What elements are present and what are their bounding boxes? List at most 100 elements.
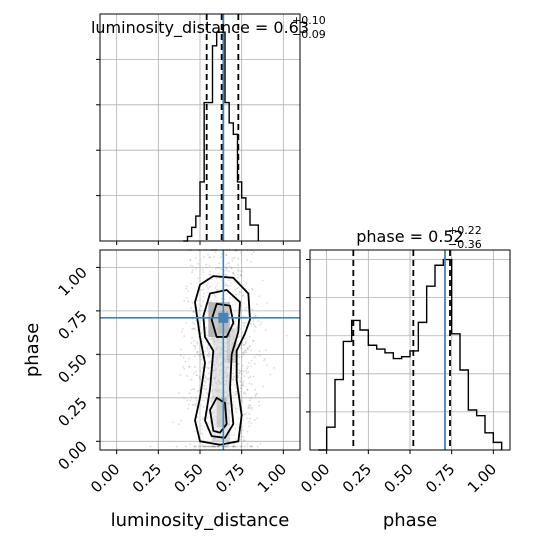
scatter-point [241,295,244,298]
scatter-point [252,323,255,325]
scatter-point [191,388,194,391]
scatter-point [238,291,241,294]
scatter-point [245,351,248,354]
scatter-point [217,266,219,269]
scatter-point [223,284,226,287]
scatter-point [241,384,244,387]
scatter-point [217,445,220,448]
scatter-point [207,352,210,355]
scatter-point [202,405,205,408]
scatter-point [205,263,207,266]
scatter-point [214,445,216,448]
scatter-point [227,440,230,443]
scatter-point [192,404,194,406]
scatter-point [216,429,218,432]
scatter-point [234,394,237,397]
scatter-point [220,268,223,271]
scatter-point [225,293,228,296]
scatter-point [243,308,246,311]
scatter-point [206,416,209,419]
scatter-point [212,445,215,448]
scatter-point [265,364,268,367]
scatter-point [218,389,221,392]
scatter-point [216,375,219,378]
scatter-point [229,284,232,287]
scatter-point [216,439,219,442]
scatter-point [214,286,217,289]
scatter-point [207,287,210,289]
phase-title-sup: +0.22 [448,224,482,237]
scatter-point [203,379,206,382]
scatter-point [227,394,229,397]
scatter-point [235,390,238,393]
scatter-point [232,330,234,333]
y-tick-label: 0.25 [54,394,90,430]
scatter-point [245,282,248,285]
scatter-point [230,267,233,270]
scatter-point [241,425,244,428]
scatter-point [245,372,248,374]
scatter-point [225,380,228,382]
scatter-point [200,352,203,355]
scatter-point [241,373,244,376]
scatter-point [219,364,222,366]
scatter-point [249,445,252,448]
scatter-point [228,366,231,369]
scatter-point [215,369,217,372]
scatter-point [206,346,208,349]
scatter-point [239,291,242,294]
scatter-point [209,270,212,273]
histogram-bin [250,225,254,241]
scatter-point [200,358,203,361]
scatter-point [213,411,216,414]
scatter-point [215,347,218,350]
scatter-point [207,445,210,448]
scatter-point [206,445,209,448]
scatter-point [216,338,219,341]
scatter-point [232,403,235,406]
scatter-point [194,347,197,350]
scatter-point [225,445,228,448]
scatter-point [187,290,190,293]
scatter-point [255,393,257,396]
scatter-point [207,344,209,346]
scatter-point [231,257,234,260]
scatter-point [237,276,239,279]
scatter-point [226,401,229,404]
scatter-point [246,348,249,350]
scatter-point [214,403,216,406]
scatter-point [238,369,241,372]
scatter-point [215,300,218,303]
scatter-point [236,287,239,290]
scatter-point [228,265,231,268]
scatter-point [224,345,226,348]
scatter-point [212,363,215,366]
scatter-point [251,287,254,290]
scatter-point [234,428,237,430]
scatter-point [192,327,195,330]
scatter-point [207,353,210,355]
scatter-point [237,363,240,365]
scatter-point [201,288,204,291]
scatter-point [213,389,216,391]
scatter-point [221,362,223,365]
scatter-point [234,445,237,448]
scatter-point [225,267,228,270]
scatter-point [218,395,221,397]
scatter-point [250,445,253,448]
scatter-point [230,333,233,336]
scatter-point [220,445,223,448]
scatter-point [201,399,204,402]
scatter-point [263,359,265,362]
scatter-point [228,418,231,421]
scatter-point [193,445,196,448]
scatter-point [205,314,208,317]
scatter-point [219,356,221,359]
scatter-point [207,338,210,340]
scatter-point [218,441,221,444]
scatter-point [210,398,213,401]
scatter-point [214,369,217,371]
histogram-bin [477,416,485,450]
scatter-point [248,420,250,423]
